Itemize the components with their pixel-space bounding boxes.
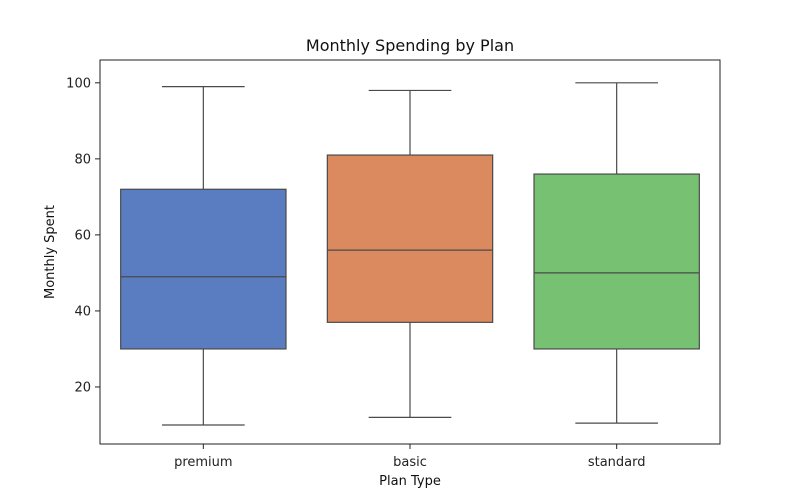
y-tick-label: 80 xyxy=(74,152,91,167)
iqr-box xyxy=(120,188,287,350)
y-tick-label: 40 xyxy=(74,304,91,319)
y-axis: 20 40 60 80 100 xyxy=(66,76,100,395)
x-tick-label: standard xyxy=(588,455,646,470)
y-tick-label: 20 xyxy=(74,380,91,395)
x-tick-label: basic xyxy=(393,455,427,470)
box-standard xyxy=(533,82,700,424)
x-tick-label: premium xyxy=(174,455,233,470)
box-premium xyxy=(120,86,287,426)
y-tick-label: 60 xyxy=(74,228,91,243)
boxes xyxy=(120,82,700,426)
x-axis-title: Plan Type xyxy=(379,474,441,489)
y-axis-title: Monthly Spent xyxy=(43,205,58,299)
iqr-box xyxy=(326,154,494,323)
iqr-box xyxy=(533,173,700,350)
box-basic xyxy=(326,89,494,418)
x-axis: premium basic standard xyxy=(174,444,646,470)
y-tick-label: 100 xyxy=(66,76,91,91)
chart-title: Monthly Spending by Plan xyxy=(306,36,514,55)
